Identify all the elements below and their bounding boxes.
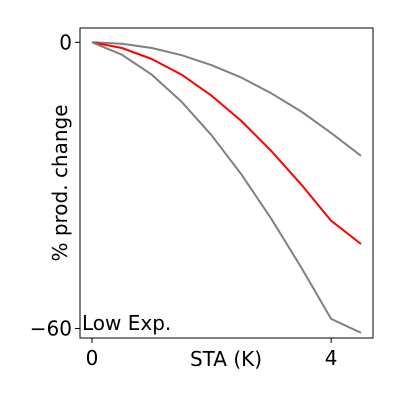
x-axis-title: STA (K) — [190, 347, 262, 371]
series-line-1 — [91, 41, 362, 157]
x-tick-label: 0 — [86, 346, 99, 370]
series-group — [91, 41, 362, 334]
y-axis-title: % prod. change — [48, 104, 72, 261]
series-line-2 — [91, 41, 362, 245]
y-tick-label: 0 — [59, 30, 72, 54]
tick-group: 0 4 0 −60 — [30, 30, 338, 370]
y-tick-label: −60 — [30, 316, 72, 340]
series-line-3 — [91, 41, 362, 334]
x-tick-label: 4 — [325, 346, 338, 370]
plot-frame — [79, 27, 374, 339]
chart-annotation: Low Exp. — [82, 311, 171, 335]
